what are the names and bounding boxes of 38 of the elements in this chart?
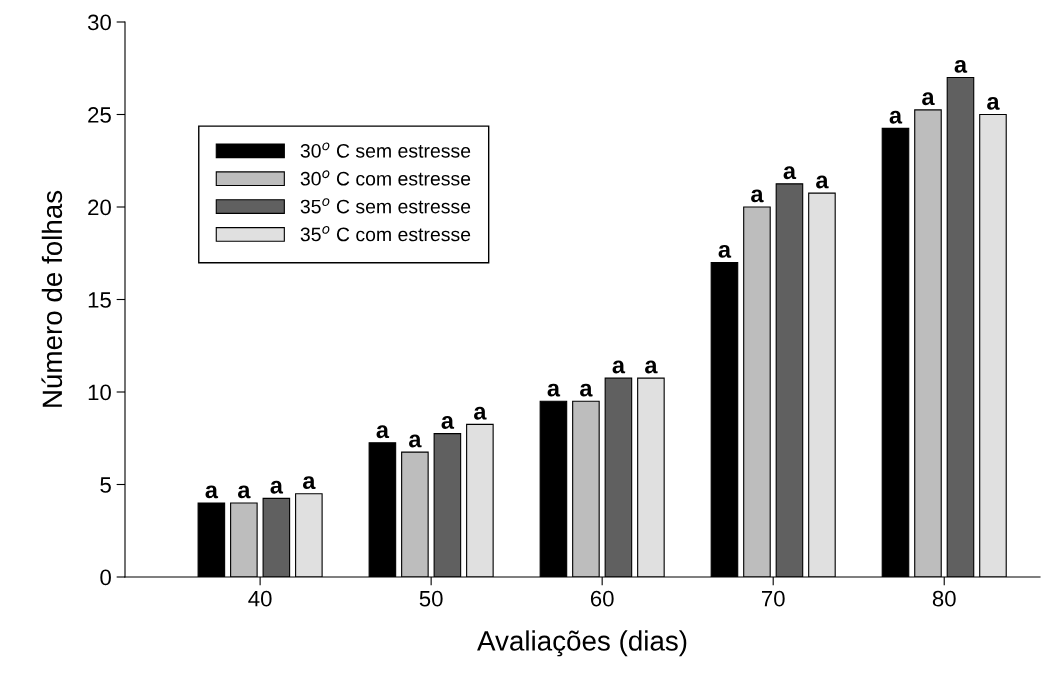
data-label: a: [612, 360, 626, 374]
y-tick-label: 15: [88, 292, 111, 308]
data-label: a: [547, 383, 561, 397]
legend-label: 30$^{o}$ C sem estresse: [300, 142, 471, 158]
data-label: a: [645, 360, 658, 374]
y-tick-label: 30: [87, 14, 111, 31]
data-label: a: [376, 425, 390, 439]
y-tick-label: 0: [100, 569, 111, 586]
data-label: a: [718, 244, 732, 258]
data-label: a: [889, 110, 903, 124]
data-label: a: [474, 406, 487, 420]
data-label: a: [270, 480, 284, 494]
x-axis-title: Avaliações (dias): [477, 630, 687, 657]
data-label: a: [580, 383, 593, 397]
y-tick-label: 5: [100, 477, 111, 493]
y-tick-label: 25: [88, 107, 111, 123]
y-tick-label: 20: [88, 199, 111, 216]
x-tick-label: 70: [761, 590, 785, 607]
x-tick-label: 50: [419, 590, 443, 607]
data-label: a: [987, 96, 1000, 110]
x-tick-label: 40: [248, 590, 272, 607]
data-label: a: [237, 485, 251, 499]
x-tick-label: 80: [932, 590, 956, 607]
y-tick-label: 10: [88, 384, 111, 401]
data-label: a: [205, 485, 219, 499]
data-label: a: [783, 166, 797, 180]
y-axis-title: Número de folhas: [41, 190, 63, 407]
data-label: a: [751, 189, 764, 203]
data-label: a: [922, 92, 935, 106]
data-label: a: [816, 175, 829, 189]
legend-label: 35$^{o}$ C sem estresse: [300, 198, 471, 214]
data-label: a: [302, 476, 316, 490]
x-tick-label: 60: [590, 590, 614, 607]
legend-label: 30$^{o}$ C com estresse: [300, 170, 471, 186]
data-label: a: [441, 416, 455, 429]
legend-label: 35$^{o}$ C com estresse: [300, 226, 471, 242]
data-label: a: [409, 434, 422, 448]
data-label: a: [954, 59, 968, 73]
